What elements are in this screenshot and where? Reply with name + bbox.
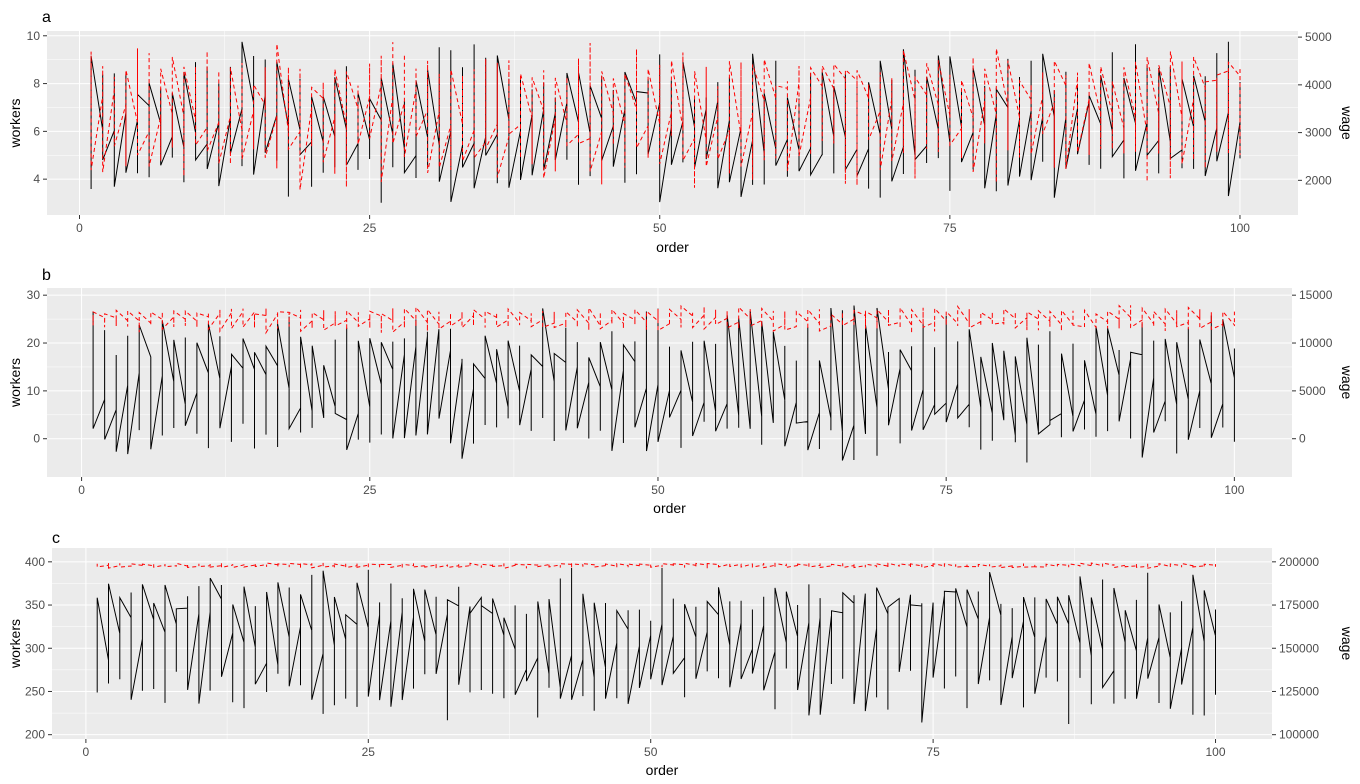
y2-tick-label: 2000 (1305, 173, 1332, 187)
y2-tick-label: 10000 (1299, 336, 1333, 350)
y-axis-title: workers (7, 98, 23, 148)
x-tick-label: 75 (943, 221, 957, 235)
y2-tick-label: 5000 (1305, 30, 1332, 44)
y2-tick-label: 175000 (1279, 598, 1319, 612)
x-tick-label: 25 (362, 745, 376, 759)
panel-b: 0 25 50 75 100 0 10 20 30 0 5000 10000 15000 b order wo… (7, 267, 1355, 516)
y2-axis-title: wage (1339, 105, 1355, 140)
y2-tick-label: 125000 (1279, 684, 1319, 698)
y-tick-label: 200 (25, 728, 45, 742)
y-tick-label: 10 (27, 29, 41, 43)
y-tick-label: 0 (33, 432, 40, 446)
panel-a: 0 25 50 75 100 4 6 8 10 2000 3000 4000 5000 a order wor… (7, 9, 1355, 255)
y-tick-label: 20 (27, 336, 41, 350)
y-tick-label: 10 (27, 384, 41, 398)
y2-tick-label: 0 (1299, 432, 1306, 446)
x-tick-label: 100 (1230, 221, 1250, 235)
y-tick-label: 300 (25, 641, 45, 655)
x-tick-label: 100 (1206, 745, 1226, 759)
panel-label: c (52, 530, 60, 547)
x-tick-label: 0 (76, 221, 83, 235)
series-line-wage (96, 562, 1216, 570)
y2-tick-label: 4000 (1305, 78, 1332, 92)
y-tick-label: 6 (33, 124, 40, 138)
y-tick-label: 30 (27, 288, 41, 302)
y2-axis-title: wage (1339, 365, 1355, 400)
x-axis-title: order (656, 239, 689, 255)
y2-tick-label: 15000 (1299, 288, 1333, 302)
y-axis-title: workers (7, 619, 23, 669)
panel-label: b (42, 267, 51, 284)
y2-tick-label: 5000 (1299, 384, 1326, 398)
y2-tick-label: 150000 (1279, 641, 1319, 655)
y-tick-label: 8 (33, 77, 40, 91)
y2-tick-label: 100000 (1279, 728, 1319, 742)
panel-c: 0 25 50 75 100 200 250 300 350 400 100000 125000 150… (7, 530, 1355, 778)
y-axis-title: workers (7, 358, 23, 408)
y2-tick-label: 3000 (1305, 126, 1332, 140)
x-tick-label: 0 (78, 483, 85, 497)
x-tick-label: 50 (644, 745, 658, 759)
series-line-workers (96, 568, 1216, 724)
x-tick-label: 25 (363, 483, 377, 497)
y-tick-label: 250 (25, 684, 45, 698)
x-tick-label: 0 (83, 745, 90, 759)
y-tick-label: 350 (25, 598, 45, 612)
x-axis-title: order (653, 500, 686, 516)
series-line-wage (90, 42, 1241, 190)
x-tick-label: 50 (651, 483, 665, 497)
y-tick-label: 4 (33, 172, 40, 186)
panel-label: a (42, 9, 51, 26)
x-tick-label: 50 (653, 221, 667, 235)
x-tick-label: 75 (939, 483, 953, 497)
series-line-wage (92, 304, 1235, 335)
series-line-workers (92, 305, 1235, 463)
x-axis-title: order (646, 762, 679, 778)
y2-axis-title: wage (1339, 626, 1355, 661)
x-tick-label: 75 (926, 745, 940, 759)
x-tick-label: 100 (1224, 483, 1244, 497)
y2-tick-label: 200000 (1279, 555, 1319, 569)
x-tick-label: 25 (363, 221, 377, 235)
y-tick-label: 400 (25, 555, 45, 569)
